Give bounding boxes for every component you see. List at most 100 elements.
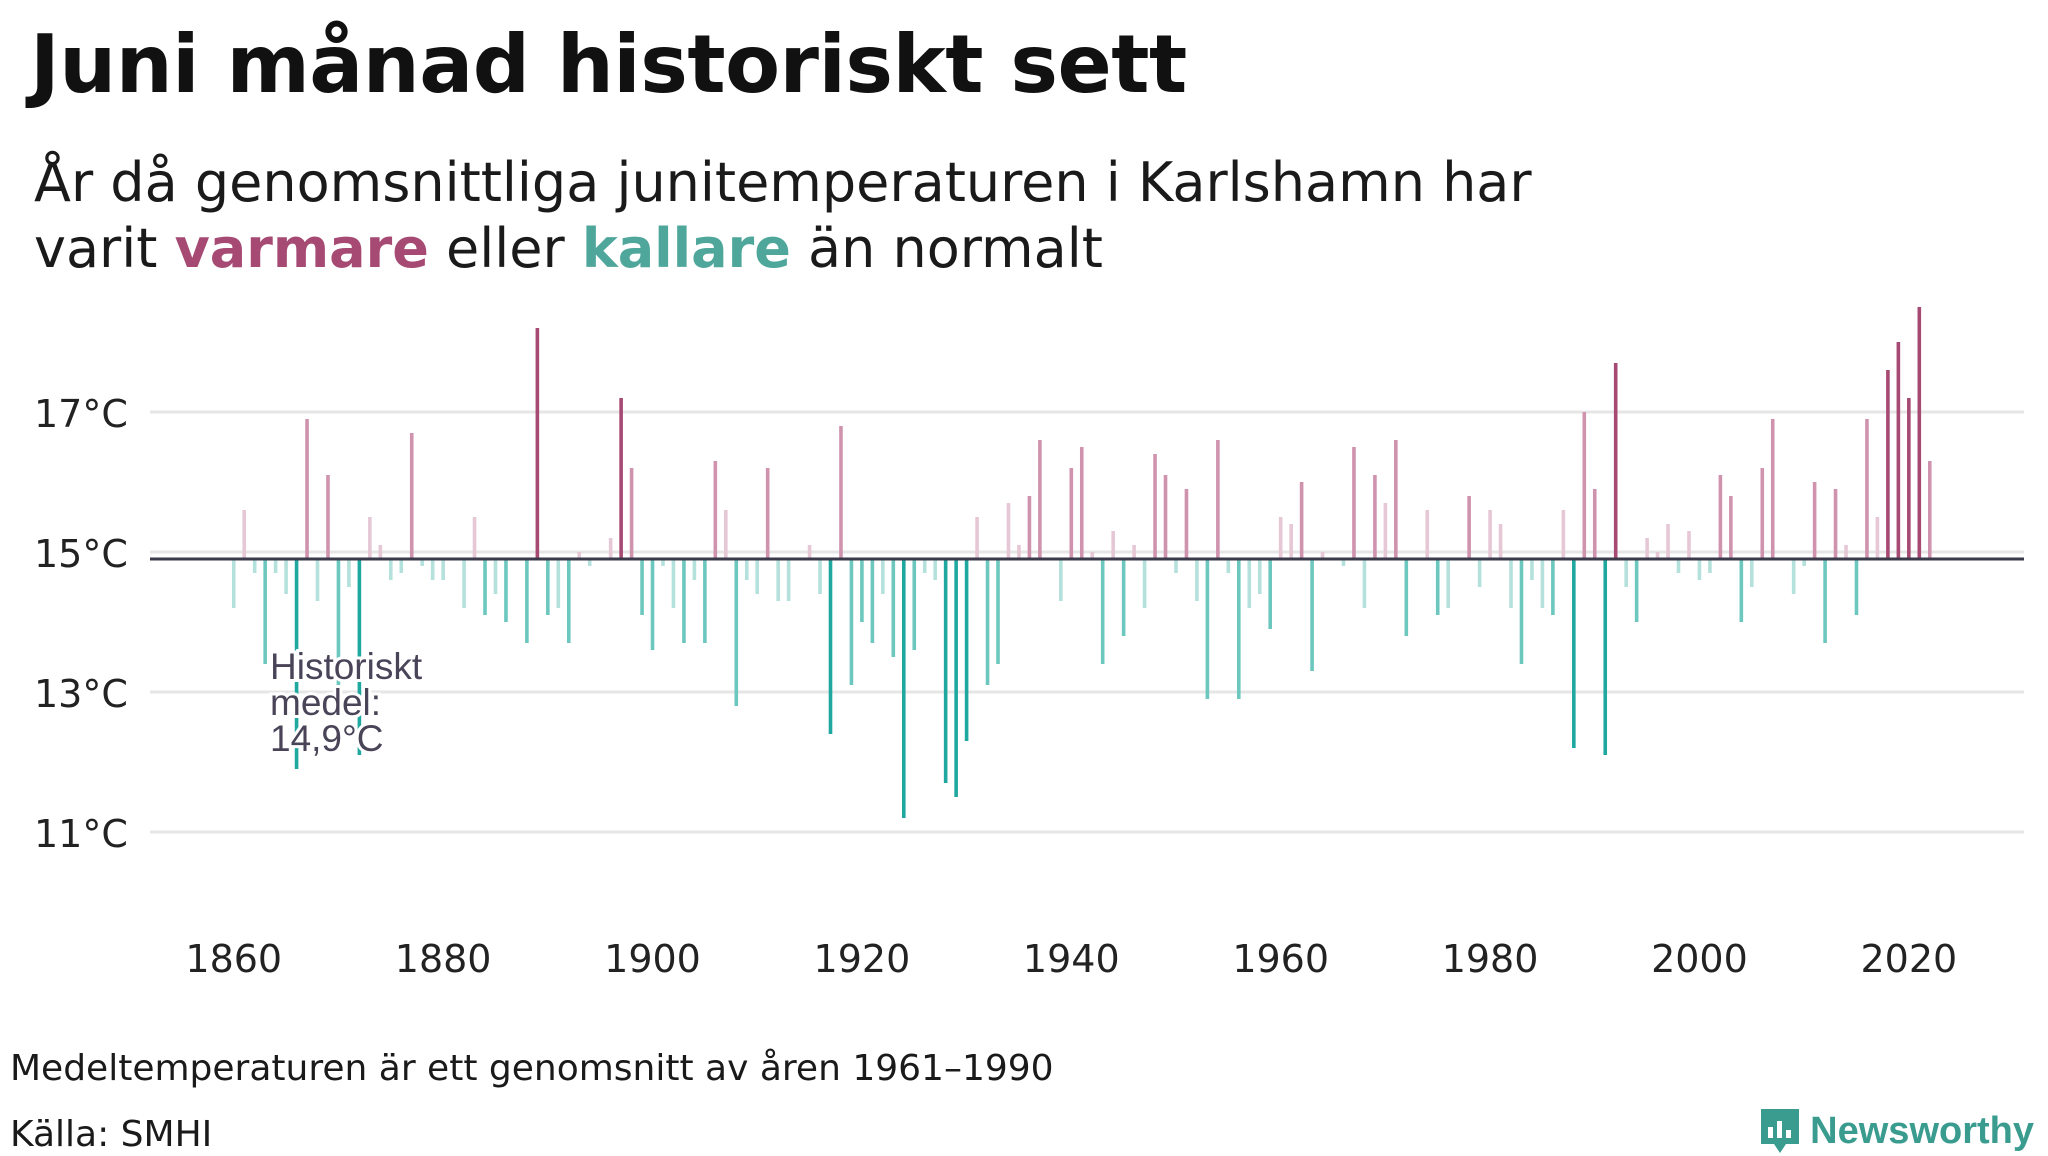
bar-1882	[462, 559, 466, 608]
footnote: Medeltemperaturen är ett genomsnitt av å…	[10, 1048, 1054, 1089]
bar-1918	[839, 426, 843, 559]
x-tick-label: 1980	[1442, 937, 1539, 981]
bar-2014	[1844, 545, 1848, 559]
newsworthy-chart-icon	[1761, 1109, 1800, 1153]
bar-1939	[1059, 559, 1063, 601]
bar-1956	[1237, 559, 1241, 699]
bar-1932	[985, 559, 990, 685]
bar-1964	[1320, 552, 1325, 559]
bar-1879	[430, 559, 435, 580]
chart-title: Juni månad historiskt sett	[30, 18, 1187, 111]
bar-1992	[1613, 363, 1618, 559]
bar-1920	[860, 559, 864, 622]
temperature-bar-chart: 11°C 13°C 15°C 17°C 1860 1880 1900 1920 1940 196…	[34, 307, 2024, 981]
bar-1995	[1645, 538, 1649, 559]
brand-logo: Newsworthy	[1758, 1106, 2034, 1156]
bar-1946	[1132, 545, 1136, 559]
subtitle-cold-word: kallare	[581, 217, 791, 280]
bar-1948	[1153, 454, 1157, 559]
bar-1899	[640, 559, 644, 615]
bar-1874	[378, 545, 383, 559]
bar-1967	[1352, 447, 1356, 559]
x-tick-label: 1960	[1232, 937, 1329, 981]
bar-1910	[755, 559, 760, 594]
bar-1921	[870, 559, 875, 643]
bar-1900	[650, 559, 655, 650]
bar-1908	[734, 559, 739, 706]
bar-1989	[1582, 412, 1587, 559]
bar-1904	[692, 559, 697, 580]
y-axis-labels: 11°C 13°C 15°C 17°C	[34, 392, 128, 856]
bar-1990	[1592, 489, 1597, 559]
bar-1901	[661, 559, 665, 566]
bar-2019	[1896, 342, 1901, 559]
bar-1950	[1174, 559, 1178, 573]
bar-1969	[1373, 475, 1377, 559]
bar-1907	[724, 510, 728, 559]
bar-1890	[546, 559, 550, 615]
bar-1987	[1561, 510, 1566, 559]
bar-2003	[1729, 496, 1733, 559]
bar-1997	[1666, 524, 1670, 559]
bar-1933	[996, 559, 1000, 664]
bar-1911	[765, 468, 770, 559]
bar-1974	[1425, 510, 1430, 559]
bar-1994	[1634, 559, 1639, 622]
bar-1922	[881, 559, 885, 594]
bar-1981	[1498, 524, 1503, 559]
bar-1993	[1624, 559, 1628, 587]
bar-1953	[1205, 559, 1210, 699]
bar-1880	[441, 559, 445, 580]
bar-1960	[1278, 517, 1283, 559]
bar-1862	[252, 559, 257, 573]
bar-2005	[1749, 559, 1754, 587]
bar-1931	[975, 517, 979, 559]
x-tick-label: 2000	[1651, 937, 1748, 981]
bar-2011	[1812, 482, 1817, 559]
bar-1978	[1467, 496, 1471, 559]
bar-1916	[818, 559, 822, 594]
bar-1943	[1100, 559, 1105, 664]
bar-1985	[1540, 559, 1545, 608]
bar-1984	[1530, 559, 1534, 580]
bar-1917	[828, 559, 833, 734]
bar-1897	[619, 398, 623, 559]
bar-1961	[1289, 524, 1293, 559]
bar-1968	[1362, 559, 1367, 608]
bar-1999	[1687, 531, 1691, 559]
x-axis-labels: 1860 1880 1900 1920 1940 1960 1980 2000 2020	[185, 937, 1957, 981]
bar-1913	[786, 559, 791, 601]
bar-1945	[1121, 559, 1126, 636]
bar-2002	[1718, 475, 1723, 559]
bar-1889	[535, 328, 540, 559]
bar-1936	[1027, 496, 1032, 559]
bar-1937	[1038, 440, 1042, 559]
bar-1958	[1257, 559, 1262, 594]
bar-1962	[1299, 482, 1304, 559]
bar-1873	[368, 517, 372, 559]
x-tick-label: 1860	[185, 937, 282, 981]
bar-1971	[1394, 440, 1398, 559]
bar-1884	[483, 559, 487, 615]
bar-1864	[273, 559, 278, 573]
y-tick-label: 13°C	[34, 672, 128, 716]
bar-1976	[1446, 559, 1450, 608]
bar-1979	[1477, 559, 1482, 587]
bar-1868	[315, 559, 320, 601]
bar-1998	[1676, 559, 1681, 573]
bar-1878	[420, 559, 425, 566]
bar-1919	[849, 559, 854, 685]
bar-1927	[933, 559, 937, 580]
bars	[231, 307, 1932, 818]
bar-1940	[1069, 468, 1074, 559]
bar-1867	[305, 419, 309, 559]
bar-2012	[1823, 559, 1827, 643]
brand-name: Newsworthy	[1810, 1109, 2034, 1152]
bar-1930	[964, 559, 969, 741]
bar-1952	[1195, 559, 1199, 601]
bar-1905	[703, 559, 707, 643]
bar-1935	[1017, 545, 1021, 559]
bar-1972	[1404, 559, 1409, 636]
subtitle-text-middle: eller	[428, 217, 582, 280]
bar-1906	[713, 461, 718, 559]
